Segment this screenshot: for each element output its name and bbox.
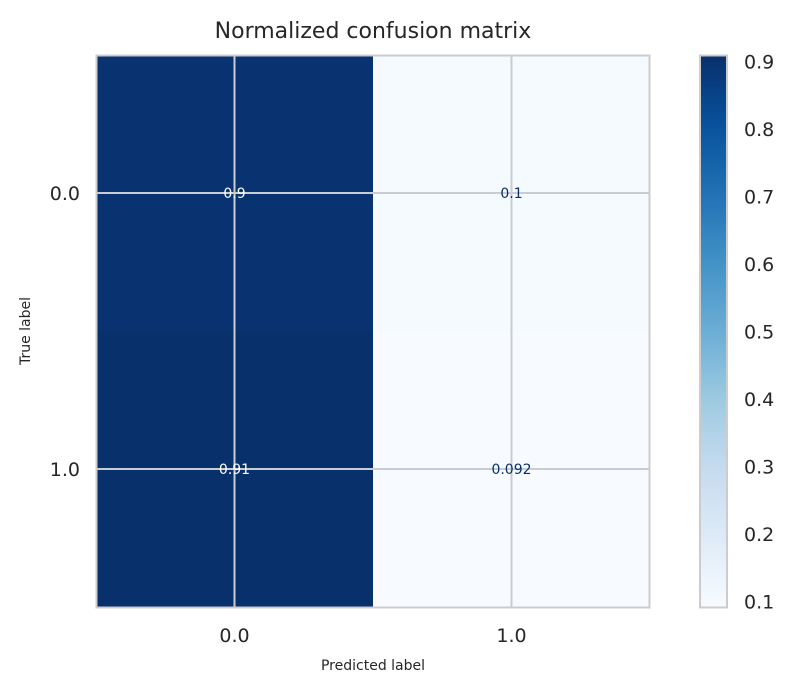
x-tick-label: 1.0 <box>496 625 526 647</box>
y-tick-label: 1.0 <box>50 459 80 481</box>
colorbar <box>699 54 728 609</box>
colorbar-tick-label: 0.8 <box>744 119 774 141</box>
cell-value-label: 0.092 <box>491 462 531 478</box>
x-tick-label: 0.0 <box>219 625 249 647</box>
colorbar-tick-label: 0.7 <box>744 187 774 209</box>
colorbar-tick-labels: 0.1 0.2 0.3 0.4 0.5 0.6 0.7 0.8 0.9 <box>744 52 774 614</box>
plot-frame <box>95 54 651 609</box>
colorbar-tick-label: 0.3 <box>744 457 774 479</box>
colorbar-tick-label: 0.5 <box>744 322 774 344</box>
chart-title: Normalized confusion matrix <box>215 19 532 44</box>
colorbar-tick-label: 0.4 <box>744 389 774 411</box>
x-axis-label: Predicted label <box>321 658 425 674</box>
y-axis-label: True label <box>18 297 34 366</box>
gridlines <box>96 55 650 607</box>
x-tick-labels: 0.0 1.0 <box>219 625 526 647</box>
colorbar-tick-label: 0.6 <box>744 254 774 276</box>
colorbar-tick-label: 0.9 <box>744 52 774 74</box>
cell-value-labels: 0.9 0.1 0.91 0.092 <box>219 186 532 478</box>
heatmap-cells <box>96 55 650 607</box>
y-tick-labels: 0.0 1.0 <box>50 183 80 481</box>
colorbar-tick-label: 0.2 <box>744 524 774 546</box>
cell-value-label: 0.1 <box>500 186 522 202</box>
cell-value-label: 0.9 <box>223 186 245 202</box>
y-tick-label: 0.0 <box>50 183 80 205</box>
colorbar-tick-label: 0.1 <box>744 592 774 614</box>
cell-value-label: 0.91 <box>219 462 250 478</box>
